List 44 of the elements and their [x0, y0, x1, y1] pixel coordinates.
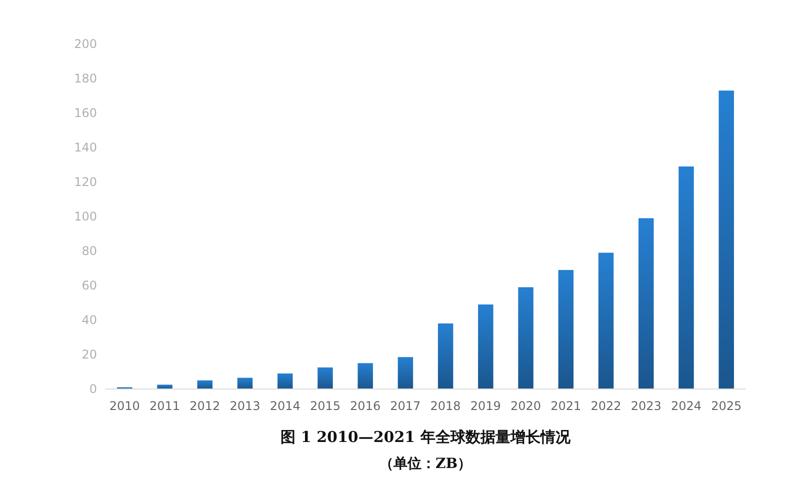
y-tick-label: 180: [74, 72, 97, 86]
y-tick-label: 60: [82, 278, 97, 293]
x-tick-label: 2014: [270, 399, 300, 413]
bar: [358, 363, 373, 389]
x-tick-label: 2018: [430, 399, 461, 413]
x-tick-label: 2022: [590, 399, 622, 413]
x-tick-label: 2019: [470, 399, 501, 413]
bar: [598, 252, 614, 389]
x-tick-label: 2023: [630, 399, 662, 413]
bar: [518, 287, 534, 389]
y-tick-label: 200: [74, 37, 97, 52]
y-tick-label: 20: [82, 348, 97, 362]
x-tick-label: 2021: [550, 399, 582, 413]
y-tick-label: 160: [74, 106, 97, 120]
x-tick-label: 2024: [670, 399, 702, 413]
bar: [398, 357, 414, 389]
x-tick-label: 2016: [350, 399, 381, 413]
x-tick-label: 2010: [109, 399, 140, 413]
bar: [638, 218, 654, 389]
y-tick-label: 140: [74, 140, 97, 155]
y-tick-label: 40: [82, 313, 97, 328]
bar: [478, 304, 494, 389]
bar: [197, 380, 212, 389]
bar: [438, 323, 454, 389]
x-tick-label: 2015: [310, 399, 340, 413]
bar: [277, 373, 293, 389]
bar: [678, 166, 694, 389]
y-tick-label: 120: [74, 175, 97, 190]
x-tick-label: 2020: [510, 399, 542, 413]
x-tick-label: 2011: [149, 399, 180, 413]
bar: [718, 90, 734, 389]
y-tick-label: 100: [74, 210, 97, 224]
y-tick-label: 0: [89, 382, 97, 396]
x-tick-label: 2025: [711, 399, 742, 413]
text: （单位：ZB）: [379, 456, 472, 472]
bar: [157, 384, 172, 389]
text: 图 1 2010—2021 年全球数据量增长情况: [280, 428, 572, 446]
y-tick-label: 80: [82, 244, 97, 258]
bar: [318, 367, 333, 389]
x-tick-label: 2013: [230, 399, 260, 413]
x-tick-label: 2017: [390, 399, 421, 413]
bar: [237, 378, 253, 389]
bar: [558, 270, 574, 389]
x-tick-label: 2012: [190, 399, 220, 413]
